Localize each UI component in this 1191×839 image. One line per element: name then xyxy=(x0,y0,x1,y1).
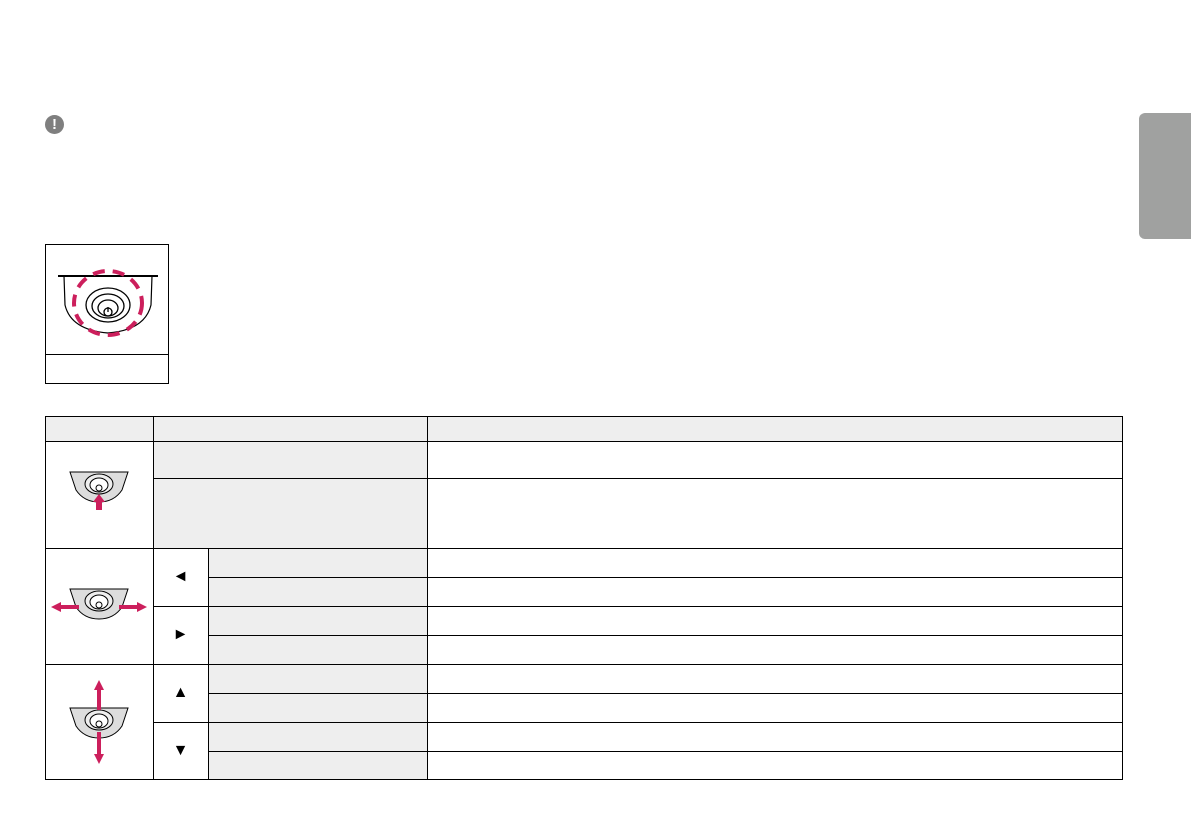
joystick-figure xyxy=(45,244,169,384)
down-desc-2 xyxy=(426,750,1123,780)
right-arrow-icon: ► xyxy=(152,605,209,665)
press-label-1 xyxy=(152,440,428,479)
down-label-2 xyxy=(207,750,428,780)
joystick-button-icon xyxy=(58,269,158,337)
up-label-1 xyxy=(207,663,428,694)
left-label-2 xyxy=(207,576,428,607)
down-label-1 xyxy=(207,721,428,752)
joystick-up-down-image xyxy=(44,663,154,780)
up-desc-2 xyxy=(426,692,1123,723)
right-label-2 xyxy=(207,634,428,665)
language-side-tab xyxy=(1139,113,1191,239)
press-label-2 xyxy=(152,477,428,549)
press-desc-2 xyxy=(426,477,1123,549)
up-desc-1 xyxy=(426,663,1123,694)
figure-caption xyxy=(46,354,168,383)
down-arrow-icon: ▼ xyxy=(152,721,209,780)
joystick-press-image xyxy=(44,440,154,549)
joystick-left-right-icon xyxy=(51,588,147,620)
down-desc-1 xyxy=(426,721,1123,752)
joystick-left-right-image xyxy=(44,547,154,665)
joystick-up-down-icon xyxy=(69,679,129,764)
header-description xyxy=(426,415,1123,442)
header-status xyxy=(152,415,428,442)
press-desc-1 xyxy=(426,440,1123,479)
exclamation-icon: ! xyxy=(45,115,64,134)
left-desc-2 xyxy=(426,576,1123,607)
left-label-1 xyxy=(207,547,428,578)
right-desc-1 xyxy=(426,605,1123,636)
up-arrow-icon: ▲ xyxy=(152,663,209,723)
up-label-2 xyxy=(207,692,428,723)
right-desc-2 xyxy=(426,634,1123,665)
header-button xyxy=(44,415,154,442)
left-desc-1 xyxy=(426,547,1123,578)
right-label-1 xyxy=(207,605,428,636)
left-arrow-icon: ◄ xyxy=(152,547,209,607)
joystick-press-icon xyxy=(69,471,129,510)
